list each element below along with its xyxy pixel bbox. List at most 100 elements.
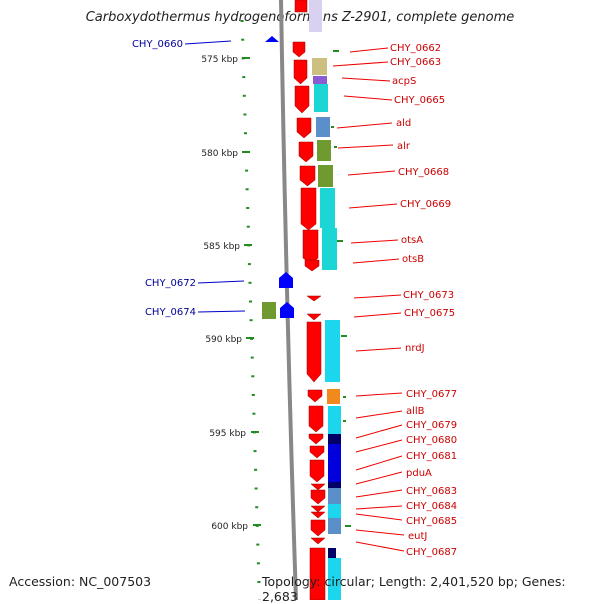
gene-label-chy-0683[interactable]: CHY_0683 [356, 486, 457, 497]
gene-label[interactable]: CHY_0684 [406, 501, 457, 512]
gene-label[interactable]: CHY_0668 [398, 167, 449, 178]
gene-arrow[interactable] [311, 490, 325, 504]
gene-arrow[interactable] [311, 506, 325, 512]
gene-arrow[interactable] [265, 36, 279, 42]
gene-label[interactable]: acpS [392, 76, 416, 87]
gene-label[interactable]: allB [406, 406, 425, 417]
gene-label-chy-0680[interactable]: CHY_0680 [356, 435, 457, 452]
gene-label[interactable]: CHY_0665 [394, 95, 445, 106]
gene-label-chy-0685[interactable]: CHY_0685 [356, 514, 457, 527]
gene-label-chy-0668[interactable]: CHY_0668 [348, 167, 449, 178]
gene-label[interactable]: CHY_0673 [403, 290, 454, 301]
category-box [328, 482, 341, 488]
minor-tick [245, 151, 248, 153]
gene-label-chy-0663[interactable]: CHY_0663 [333, 57, 441, 68]
gene-label[interactable]: CHY_0683 [406, 486, 457, 497]
gene-arrow[interactable] [307, 322, 321, 382]
minor-tick [256, 525, 259, 527]
gene-label-ald[interactable]: ald [337, 118, 411, 129]
minor-tick [251, 357, 254, 359]
minor-tick [257, 581, 260, 583]
gene-label-eutj[interactable]: eutJ [356, 530, 427, 542]
forward-gene-labels: CHY_0662 CHY_0663 acpS CHY_0665 ald alr … [333, 43, 457, 558]
minor-tick [255, 488, 258, 490]
gene-arrow[interactable] [303, 230, 318, 264]
gene-label[interactable]: eutJ [408, 531, 427, 542]
gene-label[interactable]: CHY_0685 [406, 516, 457, 527]
gene-arrow[interactable] [295, 0, 307, 12]
gene-arrow[interactable] [279, 272, 293, 288]
gene-label-acps[interactable]: acpS [342, 76, 416, 87]
gene-label-chy-0662[interactable]: CHY_0662 [350, 43, 441, 54]
gene-arrow[interactable] [280, 302, 294, 318]
gene-label-chy-0673[interactable]: CHY_0673 [354, 290, 454, 301]
gene-label-chy-0660[interactable]: CHY_0660 [132, 39, 231, 50]
gene-label-chy-0669[interactable]: CHY_0669 [349, 199, 451, 210]
gene-label[interactable]: pduA [406, 468, 432, 479]
gene-arrow[interactable] [311, 538, 325, 544]
category-box [313, 76, 327, 84]
gene-label[interactable]: CHY_0669 [400, 199, 451, 210]
gene-arrow[interactable] [309, 434, 323, 444]
gene-label[interactable]: CHY_0660 [132, 39, 183, 50]
gene-label-alr[interactable]: alr [338, 141, 411, 152]
genome-backbone [281, 0, 296, 600]
gene-arrow[interactable] [311, 520, 325, 536]
minor-tick [243, 114, 246, 116]
minor-tick [254, 469, 257, 471]
gene-arrow[interactable] [311, 484, 325, 490]
gene-label[interactable]: CHY_0674 [145, 307, 196, 318]
gene-label[interactable]: CHY_0680 [406, 435, 457, 446]
gene-arrow[interactable] [307, 314, 321, 320]
gene-label[interactable]: CHY_0679 [406, 420, 457, 431]
gene-arrow[interactable] [311, 512, 325, 518]
category-box [316, 117, 330, 137]
gene-label-chy-0677[interactable]: CHY_0677 [356, 389, 457, 400]
gene-label[interactable]: otsA [401, 235, 423, 246]
gene-arrow[interactable] [309, 406, 323, 432]
gene-label[interactable]: nrdJ [405, 343, 425, 354]
gene-label[interactable]: alr [397, 141, 411, 152]
gene-label[interactable]: CHY_0677 [406, 389, 457, 400]
minor-ticks [241, 20, 261, 600]
gene-label[interactable]: CHY_0687 [406, 547, 457, 558]
gene-label-otsb[interactable]: otsB [353, 254, 424, 265]
gene-label-chy-0684[interactable]: CHY_0684 [356, 501, 457, 512]
gene-label-otsa[interactable]: otsA [351, 235, 423, 246]
gene-arrow[interactable] [299, 142, 313, 162]
category-box [322, 228, 337, 270]
gene-arrow[interactable] [310, 460, 324, 482]
gene-arrow[interactable] [305, 260, 319, 271]
gene-arrow[interactable] [310, 446, 324, 458]
gene-arrow[interactable] [307, 296, 321, 301]
scale-tick-575: 575 kbp [201, 55, 250, 65]
gene-label-chy-0665[interactable]: CHY_0665 [344, 95, 445, 106]
gene-label-chy-0674[interactable]: CHY_0674 [145, 307, 245, 318]
gene-label-chy-0687[interactable]: CHY_0687 [356, 542, 457, 558]
gene-label-chy-0675[interactable]: CHY_0675 [354, 308, 455, 319]
gene-label-allb[interactable]: allB [356, 406, 425, 418]
gene-arrow[interactable] [308, 390, 322, 402]
gene-arrow[interactable] [301, 188, 316, 230]
gene-arrow[interactable] [295, 86, 309, 113]
gene-arrow[interactable] [297, 118, 311, 138]
category-box [328, 488, 341, 504]
category-box [317, 140, 331, 161]
gene-arrow[interactable] [294, 60, 307, 84]
gene-label[interactable]: ald [396, 118, 411, 129]
gene-label[interactable]: CHY_0672 [145, 278, 196, 289]
gene-label-nrdj[interactable]: nrdJ [356, 343, 425, 354]
category-box [318, 165, 333, 187]
gene-label[interactable]: CHY_0663 [390, 57, 441, 68]
gene-label[interactable]: CHY_0662 [390, 43, 441, 54]
gene-label-pdua[interactable]: pduA [356, 468, 432, 484]
gene-label[interactable]: otsB [402, 254, 424, 265]
gene-arrow[interactable] [300, 166, 315, 186]
gene-label-chy-0672[interactable]: CHY_0672 [145, 278, 244, 289]
minor-tick [252, 413, 255, 415]
gene-arrow[interactable] [293, 42, 305, 57]
gene-label[interactable]: CHY_0681 [406, 451, 457, 462]
gene-label[interactable]: CHY_0675 [404, 308, 455, 319]
category-box [328, 444, 341, 482]
minor-tick [257, 562, 260, 564]
